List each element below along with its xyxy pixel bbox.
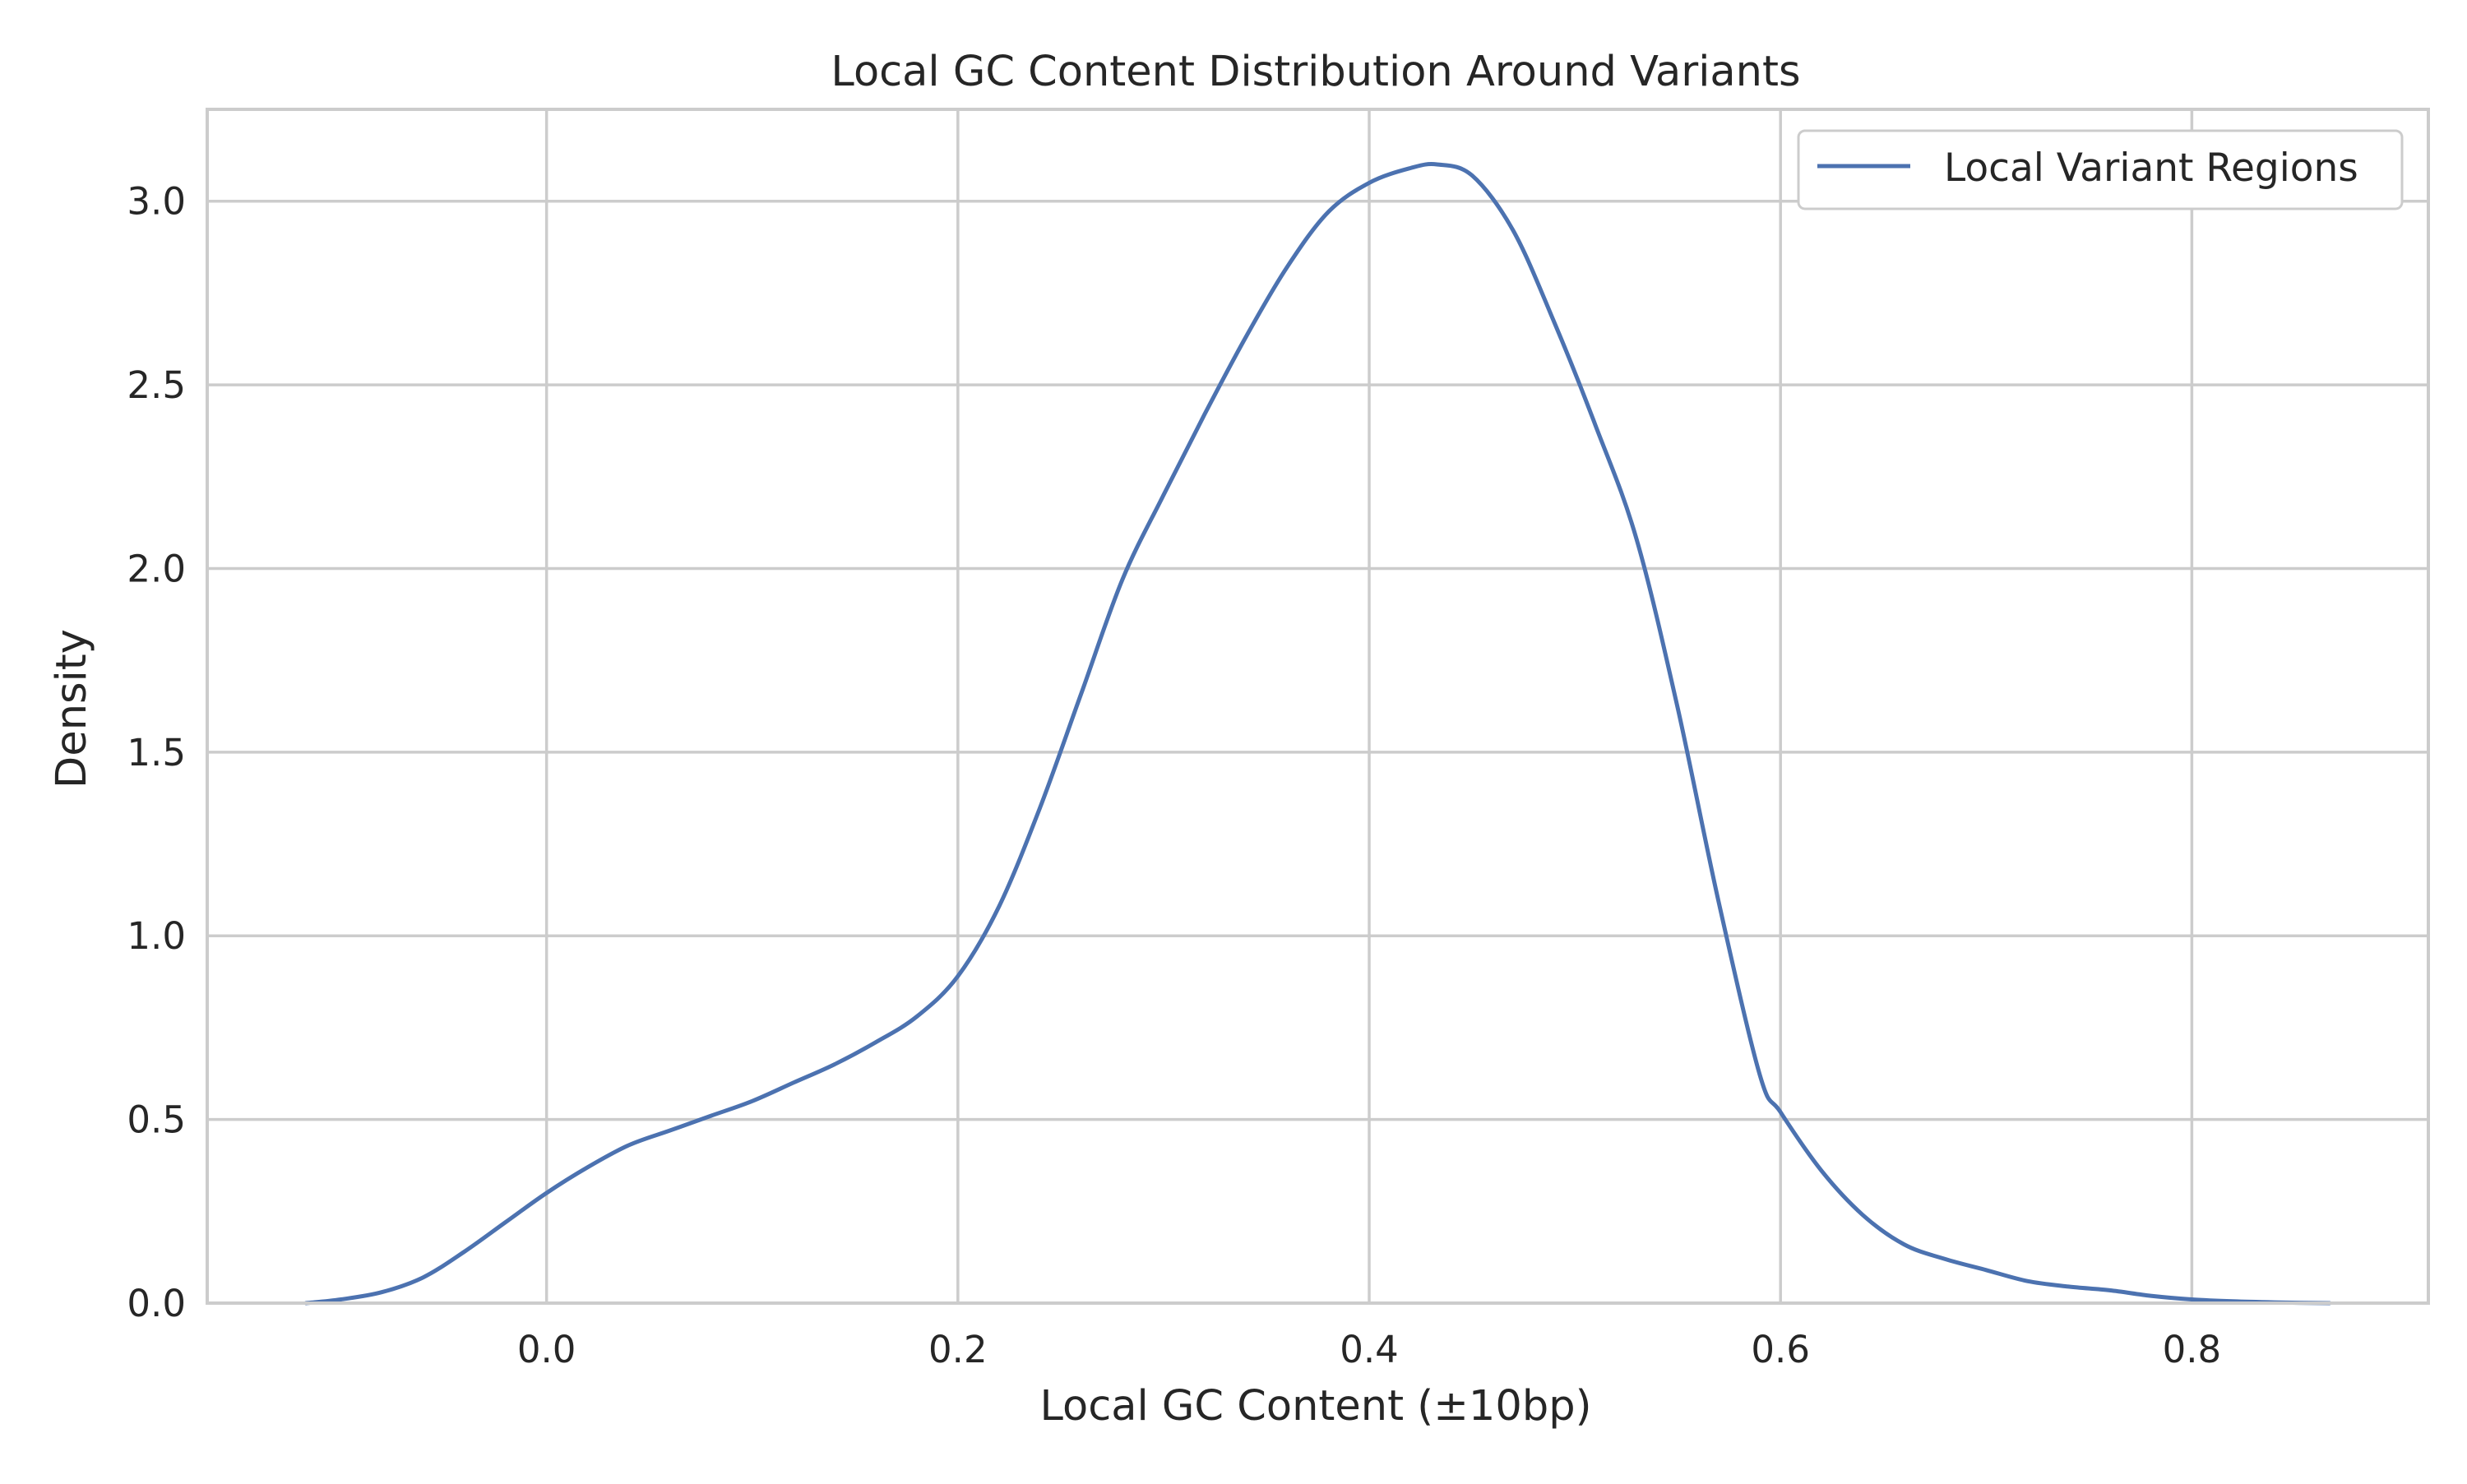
x-tick-label: 0.4 [1340, 1328, 1399, 1371]
x-tick-label: 0.2 [928, 1328, 988, 1371]
legend-label: Local Variant Regions [1944, 146, 2358, 191]
y-tick-label: 0.5 [127, 1098, 186, 1142]
legend: Local Variant Regions [1797, 129, 2404, 210]
legend-box [1797, 129, 2404, 210]
data-series [303, 162, 2332, 1306]
plot-frame [206, 108, 2430, 1305]
x-tick-label: 0.0 [517, 1328, 576, 1371]
y-tick-label: 2.0 [127, 547, 186, 590]
chart-title: Local GC Content Distribution Around Var… [831, 48, 1800, 96]
y-tick-label: 1.5 [127, 731, 186, 774]
density-line [303, 162, 2332, 1306]
x-axis-label: Local GC Content (±10bp) [1040, 1382, 1592, 1431]
y-tick-label: 1.0 [127, 914, 186, 958]
y-axis-label: Density [48, 629, 96, 788]
y-tick-label: 0.0 [127, 1282, 186, 1325]
axis-ticks: 0.0 0.2 0.4 0.6 0.8 0.0 0.5 1.0 1.5 2.0 2.5 3.0 [127, 180, 2221, 1371]
y-tick-label: 2.5 [127, 363, 186, 407]
x-tick-label: 0.6 [1751, 1328, 1810, 1371]
x-tick-label: 0.8 [2163, 1328, 2222, 1371]
y-tick-label: 3.0 [127, 180, 186, 224]
